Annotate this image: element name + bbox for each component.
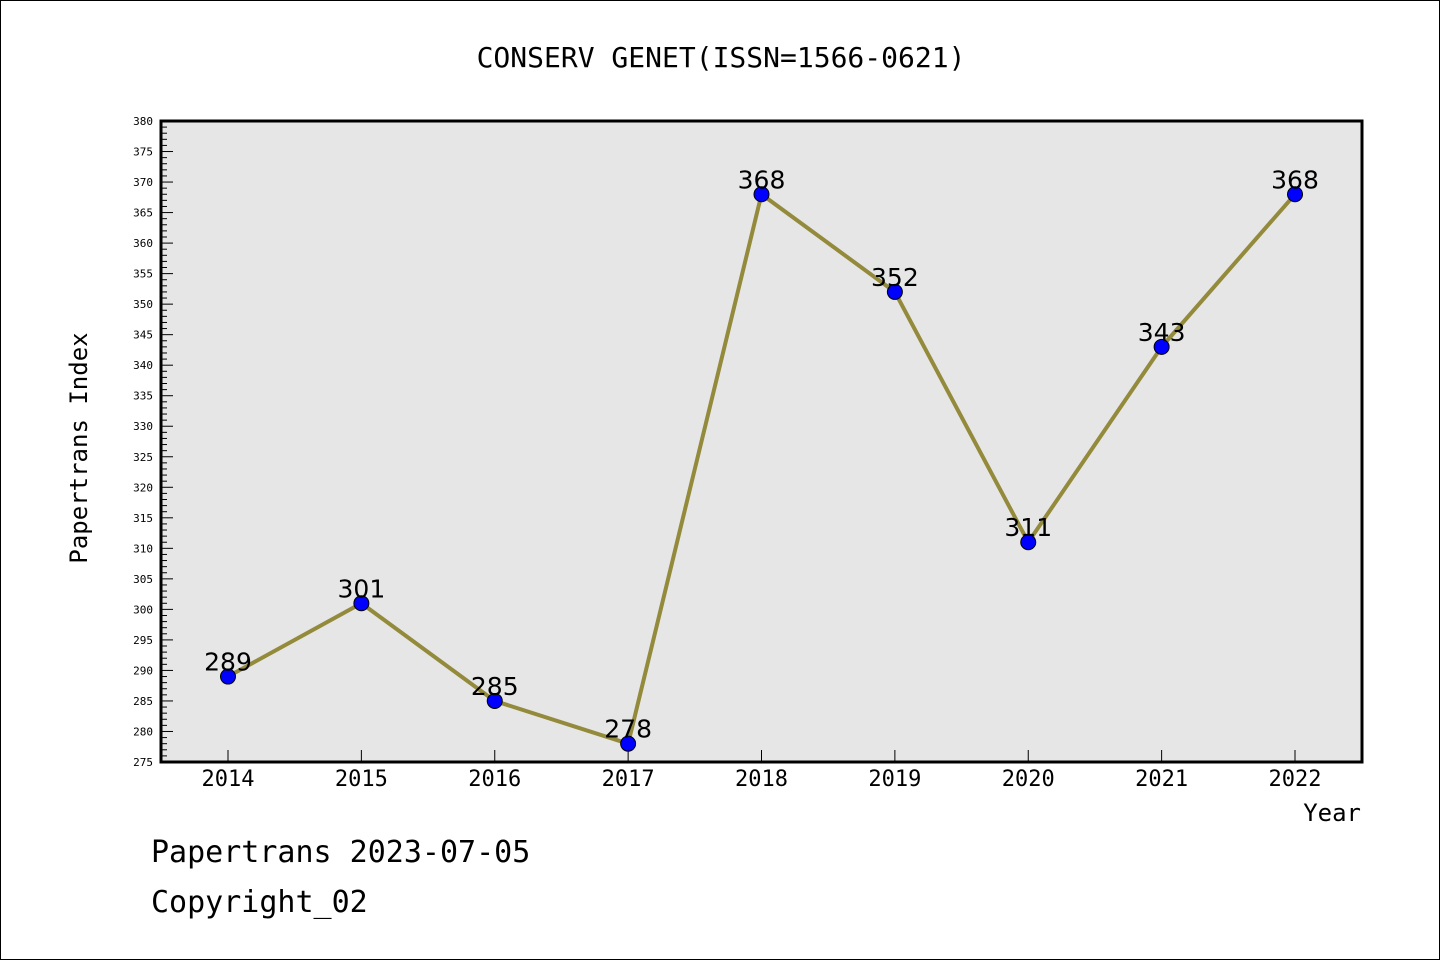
- y-tick-label: 290: [133, 664, 153, 677]
- y-tick-label: 315: [133, 512, 153, 525]
- y-tick-label: 375: [133, 146, 153, 159]
- data-label: 343: [1138, 318, 1186, 347]
- y-tick-label: 370: [133, 176, 153, 189]
- y-tick-label: 360: [133, 237, 153, 250]
- x-tick-label: 2019: [868, 767, 921, 792]
- x-axis-label: Year: [1303, 799, 1361, 827]
- data-labels: 289 301 285 278 368 352 311 343 368: [204, 165, 1319, 743]
- data-point: [753, 186, 770, 203]
- y-tick-label: 295: [133, 634, 153, 647]
- data-label: 285: [471, 672, 519, 701]
- plot-area: [159, 119, 1364, 764]
- y-tick-label: 330: [133, 420, 153, 433]
- y-tick-label: 275: [133, 756, 153, 769]
- x-tick-label: 2014: [202, 767, 255, 792]
- x-tick-label: 2022: [1269, 767, 1322, 792]
- x-tick-label: 2018: [735, 767, 788, 792]
- data-point: [886, 283, 903, 300]
- data-label: 311: [1004, 513, 1052, 542]
- y-tick-label: 305: [133, 573, 153, 586]
- x-tick-label: 2015: [335, 767, 388, 792]
- y-tick-label: 355: [133, 268, 153, 281]
- footer-copyright: Copyright_02: [151, 885, 368, 920]
- y-tick-label: 300: [133, 603, 153, 616]
- data-label: 278: [604, 715, 652, 744]
- y-axis: 275 280 285 290 295 300 305 310 315 320 325 330 335 3…: [133, 115, 173, 769]
- data-point: [1153, 338, 1170, 355]
- y-tick-label: 350: [133, 298, 153, 311]
- x-axis: 2014 2015 2016 2017 2018 2019 2020 2021 2022: [202, 750, 1322, 792]
- y-tick-label: 380: [133, 115, 153, 128]
- y-tick-label: 335: [133, 390, 153, 403]
- x-tick-label: 2020: [1002, 767, 1055, 792]
- x-tick-label: 2016: [468, 767, 521, 792]
- y-tick-label: 285: [133, 695, 153, 708]
- y-tick-label: 320: [133, 481, 153, 494]
- y-tick-label: 310: [133, 542, 153, 555]
- y-tick-label: 325: [133, 451, 153, 464]
- data-point: [1287, 186, 1303, 203]
- footer-date: Papertrans 2023-07-05: [151, 835, 531, 870]
- data-label: 352: [871, 263, 919, 292]
- y-axis-label: Papertrans Index: [65, 332, 93, 563]
- data-point: [1020, 534, 1037, 551]
- data-point: [620, 735, 637, 752]
- data-label: 368: [738, 165, 786, 194]
- data-label: 301: [338, 574, 386, 603]
- data-label: 368: [1271, 165, 1319, 194]
- y-tick-label: 365: [133, 207, 153, 220]
- x-tick-label: 2021: [1135, 767, 1188, 792]
- data-point: [353, 595, 370, 612]
- data-label: 289: [204, 648, 252, 677]
- data-point: [486, 692, 503, 709]
- chart-title: CONSERV GENET(ISSN=1566-0621): [477, 41, 966, 74]
- y-tick-label: 280: [133, 725, 153, 738]
- y-tick-label: 340: [133, 359, 153, 372]
- x-tick-label: 2017: [602, 767, 655, 792]
- y-tick-label: 345: [133, 329, 153, 342]
- series-layer: [220, 186, 1303, 752]
- data-point: [220, 668, 236, 685]
